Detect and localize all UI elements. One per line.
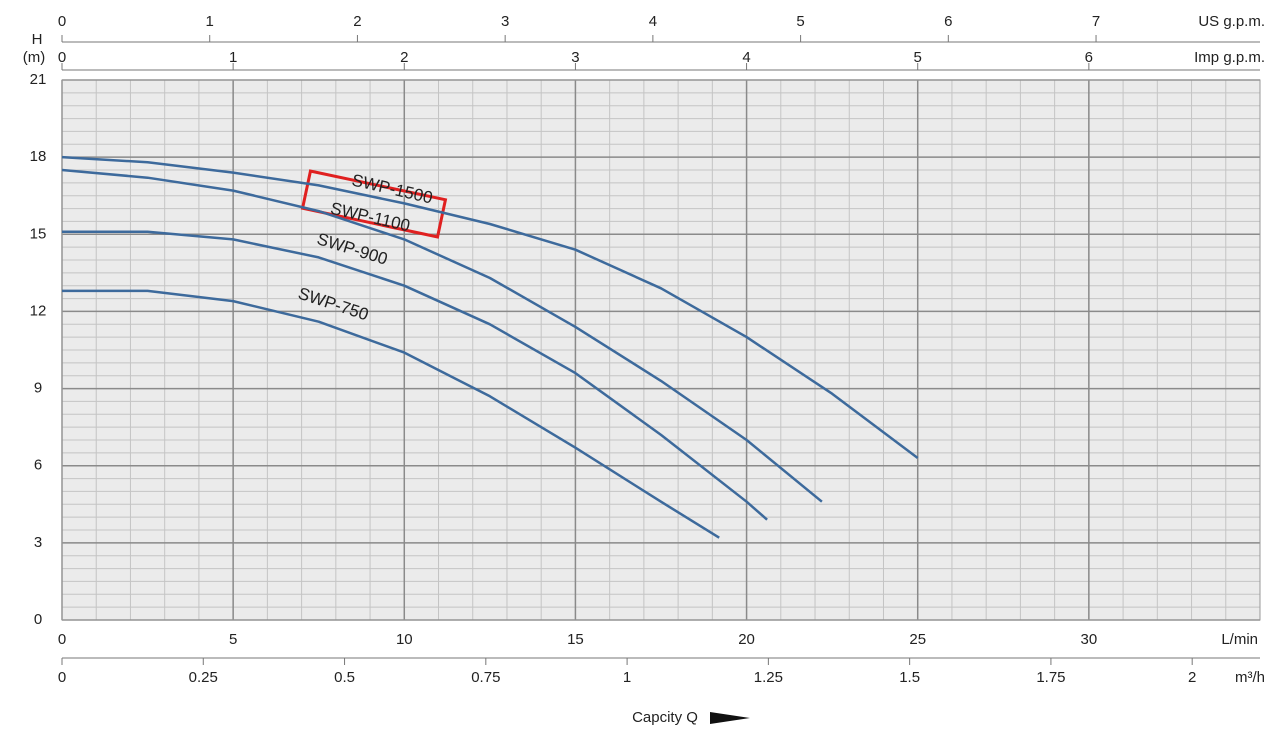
secondary-tick-label: 3 <box>501 13 509 30</box>
secondary-tick-label: 0 <box>58 13 66 30</box>
secondary-tick-label: 0 <box>58 669 66 686</box>
secondary-tick-label: 4 <box>649 13 657 30</box>
secondary-tick-label: 5 <box>914 49 922 66</box>
curve <box>62 289 720 539</box>
y-tick-label: 15 <box>30 225 47 242</box>
arrow <box>710 712 750 724</box>
secondary-tick-label: 0.25 <box>189 669 218 686</box>
secondary-tick-label: 1.25 <box>754 669 783 686</box>
y-tick-label: 21 <box>30 71 47 88</box>
secondary-tick-label: 0 <box>58 49 66 66</box>
curve <box>62 230 768 521</box>
secondary-tick-label: 1.5 <box>899 669 920 686</box>
x-tick-label: 25 <box>909 631 926 648</box>
secondary-tick-label: 2 <box>353 13 361 30</box>
x-tick-label: 20 <box>738 631 755 648</box>
plot-border <box>61 79 1261 621</box>
secondary-tick-label: 0.75 <box>471 669 500 686</box>
secondary-tick-label: 0.5 <box>334 669 355 686</box>
y-axis-label: H <box>32 31 43 48</box>
secondary-tick-label: 1 <box>623 669 631 686</box>
x-tick-label: 10 <box>396 631 413 648</box>
y-tick-label: 12 <box>30 302 47 319</box>
y-axis-unit: (m) <box>23 49 46 66</box>
secondary-tick-label: 7 <box>1092 13 1100 30</box>
y-tick-label: 0 <box>34 611 42 628</box>
secondary-axis-label: m³/h <box>1235 669 1265 686</box>
y-tick-label: 9 <box>34 380 42 397</box>
secondary-tick-label: 1.75 <box>1036 669 1065 686</box>
curve <box>61 168 823 503</box>
x-axis-title: Capcity Q <box>632 709 698 726</box>
y-tick-label: 3 <box>34 534 42 551</box>
secondary-tick-label: 3 <box>571 49 579 66</box>
x-axis-label: L/min <box>1221 631 1258 648</box>
secondary-axis-label: US g.p.m. <box>1198 13 1265 30</box>
x-tick-label: 5 <box>229 631 237 648</box>
secondary-tick-label: 2 <box>400 49 408 66</box>
highlight-box <box>300 169 448 239</box>
y-tick-label: 6 <box>34 457 42 474</box>
secondary-tick-label: 4 <box>742 49 750 66</box>
secondary-tick-label: 6 <box>1085 49 1093 66</box>
secondary-tick-label: 5 <box>796 13 804 30</box>
curve <box>61 155 919 459</box>
x-tick-label: 30 <box>1081 631 1098 648</box>
x-tick-label: 15 <box>567 631 584 648</box>
secondary-tick-label: 2 <box>1188 669 1196 686</box>
y-tick-label: 18 <box>30 148 47 165</box>
secondary-tick-label: 6 <box>944 13 952 30</box>
x-tick-label: 0 <box>58 631 66 648</box>
secondary-tick-label: 1 <box>206 13 214 30</box>
secondary-axis-label: Imp g.p.m. <box>1194 49 1265 66</box>
secondary-tick-label: 1 <box>229 49 237 66</box>
